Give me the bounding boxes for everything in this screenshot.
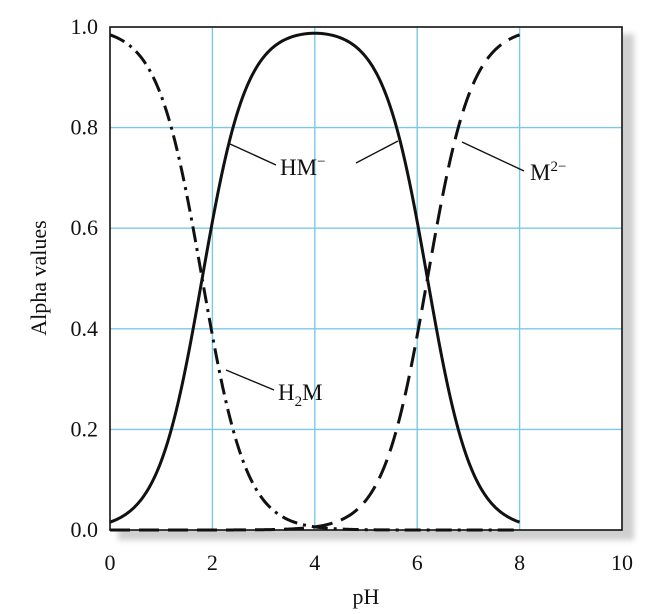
plot-area bbox=[110, 27, 622, 530]
y-tick-0.8: 0.8 bbox=[71, 115, 99, 140]
label-m2-base: M bbox=[530, 160, 550, 185]
y-tick-0.6: 0.6 bbox=[71, 215, 99, 240]
annotation-leaders bbox=[225, 140, 525, 391]
label-h2m-sub: 2 bbox=[295, 394, 303, 410]
label-hm: HM− bbox=[280, 154, 326, 180]
curve-hm bbox=[109, 31, 521, 524]
label-hm-sup: − bbox=[317, 154, 325, 170]
leader-h2m bbox=[225, 369, 275, 391]
x-tick-8: 8 bbox=[514, 550, 525, 575]
label-h2m: H2M bbox=[278, 380, 323, 410]
x-tick-2: 2 bbox=[207, 550, 218, 575]
label-m2-sup: 2− bbox=[550, 159, 566, 175]
y-tick-0.4: 0.4 bbox=[71, 316, 99, 341]
y-axis-ticks: 0.0 0.2 0.4 0.6 0.8 1.0 bbox=[71, 14, 99, 542]
label-h2m-base: H bbox=[278, 380, 295, 405]
grid-lines bbox=[110, 27, 622, 530]
x-axis-label: pH bbox=[353, 584, 380, 609]
label-h2m-tail: M bbox=[302, 380, 322, 405]
label-hm-base: HM bbox=[280, 155, 317, 180]
leader-hm-right bbox=[355, 140, 399, 164]
plot-frame bbox=[109, 26, 623, 531]
x-tick-10: 10 bbox=[611, 550, 633, 575]
x-tick-0: 0 bbox=[105, 550, 116, 575]
x-tick-6: 6 bbox=[412, 550, 423, 575]
y-tick-0.0: 0.0 bbox=[71, 517, 99, 542]
y-tick-0.2: 0.2 bbox=[71, 416, 99, 441]
leader-m2 bbox=[461, 141, 525, 172]
x-axis-ticks: 0 2 4 6 8 10 bbox=[105, 550, 634, 575]
x-tick-4: 4 bbox=[309, 550, 320, 575]
y-axis-label: Alpha values bbox=[26, 220, 51, 335]
label-m2: M2− bbox=[530, 159, 566, 185]
leader-hm-left bbox=[229, 143, 277, 166]
y-tick-1.0: 1.0 bbox=[71, 14, 99, 39]
